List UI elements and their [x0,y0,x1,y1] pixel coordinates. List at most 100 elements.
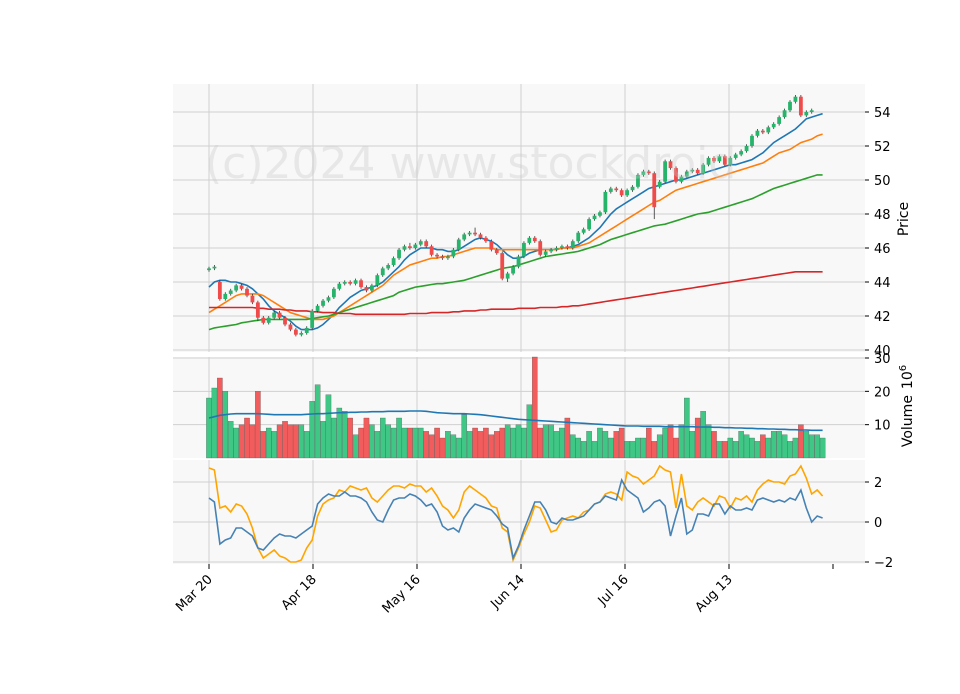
candle-body [646,171,651,174]
volume-bar [651,441,658,459]
volume-bar [553,431,560,459]
candle-body [435,254,439,257]
candle-body [712,157,716,162]
candle-body [728,157,733,165]
volume-bar [380,417,386,459]
volume-bar [629,441,636,459]
volume-bar [276,424,283,459]
volume-bar [515,424,522,459]
volume-bar [689,431,696,459]
volume-bar [298,424,305,459]
candle-body [717,156,722,162]
candle-body [462,234,467,240]
indicator-ytick-label: −2 [874,556,893,571]
candle-body [690,169,695,172]
volume-bar [781,434,788,459]
candle-body [695,169,700,174]
candle-body [793,96,798,102]
volume-bar [217,377,223,459]
volume-bar [244,417,250,459]
volume-bar [309,401,315,459]
candle-body [625,190,630,196]
candle-body [283,317,287,325]
price-ytick-label: 52 [874,140,891,155]
candle-body [532,237,537,242]
candle-body [755,130,760,136]
volume-bar [352,434,359,459]
volume-bar [227,421,234,459]
candle-body [527,237,532,243]
candle-body [598,212,602,216]
candle-body [293,329,298,335]
candle-body [560,246,564,248]
volume-bar [477,431,484,459]
x-axis: Mar 20 Apr 18 May 16 Jun 14 Jul 16 Aug 13 [173,564,834,616]
candle-body [766,127,771,133]
volume-bar [374,431,381,459]
candle-body [478,234,483,238]
candle-body [266,317,271,323]
x-tick-label: Aug 13 [693,572,736,615]
volume-bar [526,404,533,459]
volume-bar [434,427,440,459]
volume-bar [722,441,728,459]
volume-bar [808,434,815,459]
volume-bar [320,421,326,459]
candle-body [581,229,586,233]
candle-body [364,287,369,291]
volume-bar [754,441,761,459]
candle-body [429,246,434,255]
volume-axis-label-main: Volume [900,395,916,447]
volume-bar [358,427,364,459]
candle-body [413,244,418,248]
candle-body [500,253,505,279]
x-tick-label: Jun 14 [488,572,528,612]
candle-body [630,186,635,191]
candle-body [543,251,548,255]
volume-bar [418,427,424,459]
volume-bar [428,434,435,459]
candle-body [424,241,429,247]
volume-bar [597,427,603,459]
volume-bar [466,431,473,459]
candle-body [207,268,211,271]
volume-bar [260,431,267,459]
candle-body [570,241,575,248]
volume-bar [765,437,772,459]
price-axis-label: Price [896,202,912,236]
price-panel: 40 42 44 46 48 50 52 54 [173,84,891,359]
price-ytick-label: 44 [874,276,891,291]
volume-bar [287,424,294,459]
volume-bar [640,437,647,459]
candle-body [288,324,293,330]
volume-average-line [208,410,823,432]
candle-body [538,241,543,255]
candle-body [809,110,814,112]
candle-body [277,312,282,318]
volume-bar [635,437,641,459]
x-tick-label: Jul 16 [595,572,632,609]
volume-bar [271,431,277,459]
candle-body [782,110,787,118]
volume-bar [390,427,397,459]
volume-bar [580,441,587,459]
candle-body [592,215,597,220]
candle-body [587,219,591,230]
volume-bar [423,431,429,459]
candle-body [722,156,727,165]
candle-body [310,310,315,328]
price-ytick-label: 40 [874,344,891,359]
volume-bar [363,417,370,459]
candle-body [228,290,233,294]
candle-body [516,256,521,267]
candle-body [397,249,401,259]
volume-bar [792,437,799,459]
volume-bar [456,437,462,459]
volume-bar [510,427,516,459]
volume-bar [249,424,256,459]
price-ytick-label: 48 [874,208,891,223]
volume-bar [483,427,489,459]
volume-bar [499,427,505,459]
